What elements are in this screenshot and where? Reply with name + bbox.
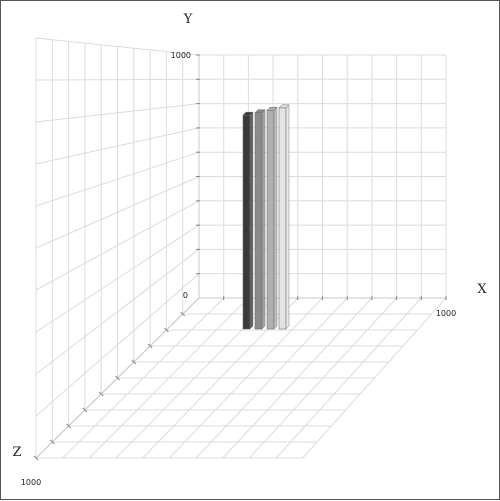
x-axis-label: X xyxy=(477,282,487,297)
bar-side xyxy=(250,112,253,329)
x-tick-max: 1000 xyxy=(436,309,456,318)
left-wall-horizontal-gridline xyxy=(36,79,199,80)
bar xyxy=(243,115,250,329)
bar xyxy=(279,108,286,329)
bar-side xyxy=(274,107,277,329)
z-axis-label: Z xyxy=(12,445,21,460)
z-tick-max: 1000 xyxy=(21,478,41,487)
grid-layer xyxy=(36,38,446,458)
bar-side xyxy=(286,105,289,329)
bar-layer xyxy=(243,105,289,329)
bar xyxy=(255,113,262,329)
y-tick-min: 0 xyxy=(183,291,188,300)
bar xyxy=(267,110,274,329)
bar-side xyxy=(262,110,265,329)
y-axis-label: Y xyxy=(183,12,193,27)
y-tick-max: 1000 xyxy=(171,51,191,60)
